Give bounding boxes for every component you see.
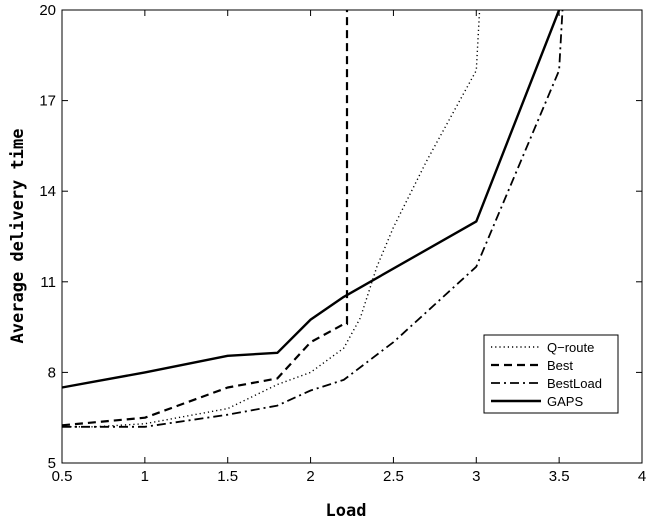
legend-label-3: GAPS: [547, 394, 583, 409]
series-line-2: [62, 9, 564, 428]
legend: Q−route Best BestLoad GAPS: [483, 334, 619, 414]
x-tick-label: 2: [306, 468, 314, 485]
series-line-0: [62, 9, 481, 428]
x-tick-label: 3.5: [549, 468, 570, 485]
x-tick-label: 4: [638, 468, 646, 485]
axes-layer: 0.5 1 1.5 2 2.5 3 3.5 4 5 8 11 14 17 20: [39, 2, 646, 485]
legend-label-2: BestLoad: [547, 376, 602, 391]
y-tick-label: 17: [39, 93, 56, 110]
x-tick-label: 1: [141, 468, 149, 485]
series-line-3: [61, 9, 561, 389]
series-layer: [61, 9, 564, 428]
y-tick-label: 20: [39, 2, 56, 19]
x-tick-label: 3: [472, 468, 480, 485]
y-tick-label: 14: [39, 183, 56, 200]
x-tick-label: 2.5: [383, 468, 404, 485]
y-tick-label: 11: [40, 274, 56, 291]
legend-label-1: Best: [547, 358, 573, 373]
y-tick-label: 8: [48, 364, 56, 381]
series-line-1: [61, 10, 349, 427]
legend-label-0: Q−route: [547, 340, 594, 355]
y-axis-title: Average delivery time: [8, 129, 28, 344]
x-tick-label: 1.5: [217, 468, 238, 485]
x-axis-title: Load: [326, 501, 367, 521]
x-tick-label: 0.5: [52, 468, 73, 485]
y-tick-label: 5: [48, 455, 56, 472]
axes-frame: [61, 9, 643, 464]
